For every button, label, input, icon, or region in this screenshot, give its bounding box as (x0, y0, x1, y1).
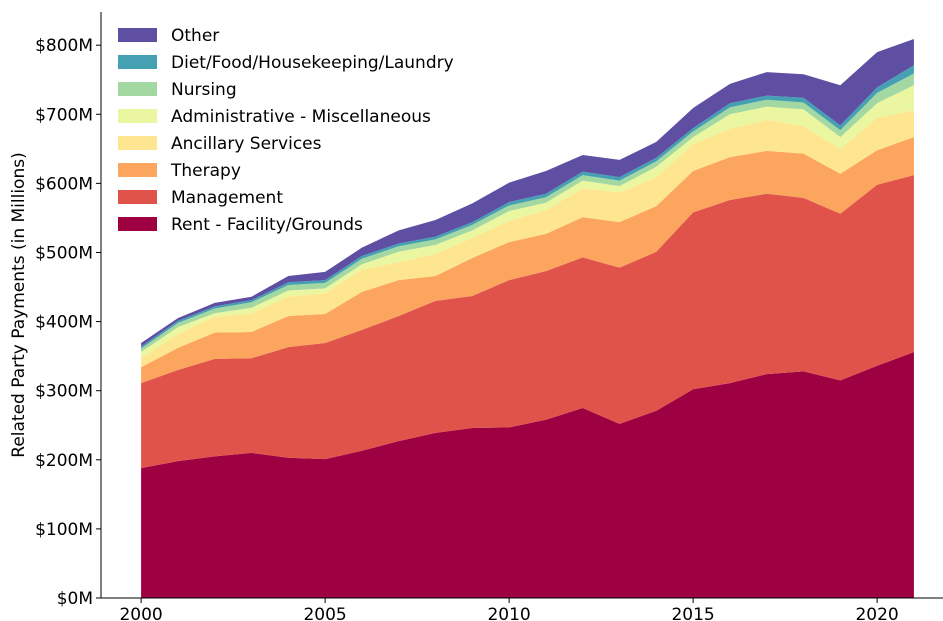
y-tick-label: $300M (35, 382, 93, 402)
legend-swatch (118, 82, 157, 96)
legend-swatch (118, 163, 157, 177)
legend-label: Nursing (171, 80, 237, 100)
legend-label: Rent - Facility/Grounds (171, 215, 363, 235)
x-tick-label: 2010 (487, 605, 530, 621)
legend-swatch (118, 109, 157, 123)
area (141, 110, 914, 368)
x-tick-label: 2015 (671, 605, 714, 621)
legend-swatch (118, 55, 157, 69)
legend-label: Ancillary Services (171, 134, 322, 154)
y-tick-label: $0M (57, 589, 93, 609)
legend-label: Management (171, 188, 283, 208)
legend-swatch (118, 217, 157, 231)
area (141, 351, 914, 598)
x-tick-label: 2020 (855, 605, 898, 621)
y-axis-label: Related Party Payments (in Millions) (9, 152, 29, 457)
legend-swatch (118, 136, 157, 150)
y-tick-label: $200M (35, 451, 93, 471)
x-tick-label: 2000 (119, 605, 162, 621)
y-tick-label: $700M (35, 105, 93, 125)
legend-label: Other (171, 26, 219, 46)
y-tick-label: $500M (35, 243, 93, 263)
legend-label: Therapy (170, 161, 241, 181)
legend-swatch (118, 190, 157, 204)
area (141, 38, 914, 347)
y-tick-label: $800M (35, 36, 93, 56)
y-tick-label: $400M (35, 313, 93, 333)
legend-label: Diet/Food/Housekeeping/Laundry (171, 53, 454, 73)
y-tick-label: $600M (35, 174, 93, 194)
area (141, 175, 914, 469)
legend-swatch (118, 28, 157, 42)
y-tick-label: $100M (35, 520, 93, 540)
x-tick-label: 2005 (303, 605, 346, 621)
area (141, 137, 914, 384)
legend-label: Administrative - Miscellaneous (171, 107, 431, 127)
